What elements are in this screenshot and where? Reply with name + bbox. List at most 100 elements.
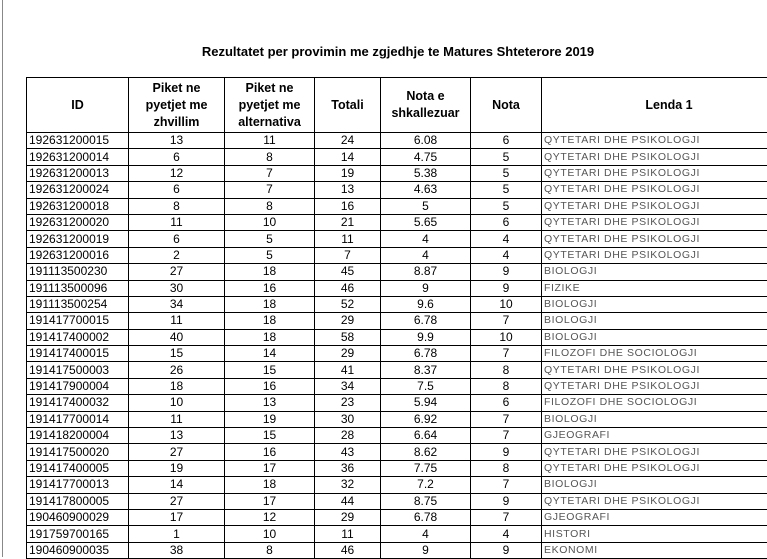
table-cell: 5 — [225, 231, 315, 247]
table-cell: 191417700015 — [27, 313, 129, 329]
table-cell: 7 — [471, 428, 542, 444]
table-cell: 5 — [471, 149, 542, 165]
table-cell: 8.75 — [381, 493, 471, 509]
table-cell: HISTORI — [542, 526, 767, 542]
table-cell: 8 — [471, 362, 542, 378]
table-cell: 34 — [129, 296, 225, 312]
table-cell: QYTETARI DHE PSIKOLOGJI — [542, 362, 767, 378]
table-cell: 192631200015 — [27, 133, 129, 149]
table-cell: 7 — [471, 346, 542, 362]
table-cell: 18 — [225, 477, 315, 493]
table-cell: 6.08 — [381, 133, 471, 149]
table-cell: 2 — [129, 247, 225, 263]
table-cell: QYTETARI DHE PSIKOLOGJI — [542, 182, 767, 198]
table-cell: 6 — [471, 133, 542, 149]
header-cell: Nota e shkallezuar — [381, 78, 471, 133]
table-cell: 5.65 — [381, 214, 471, 230]
table-cell: FILOZOFI DHE SOCIOLOGJI — [542, 346, 767, 362]
table-cell: 34 — [315, 378, 381, 394]
table-cell: GJEOGRAFI — [542, 428, 767, 444]
table-cell: QYTETARI DHE PSIKOLOGJI — [542, 247, 767, 263]
table-cell: 18 — [225, 264, 315, 280]
table-cell: 15 — [225, 428, 315, 444]
table-cell: 11 — [315, 231, 381, 247]
table-cell: QYTETARI DHE PSIKOLOGJI — [542, 214, 767, 230]
table-cell: 29 — [315, 346, 381, 362]
table-cell: 4 — [381, 526, 471, 542]
table-cell: 13 — [225, 395, 315, 411]
table-cell: 5 — [381, 198, 471, 214]
table-cell: 6 — [471, 395, 542, 411]
table-cell: 43 — [315, 444, 381, 460]
table-cell: 19 — [315, 165, 381, 181]
table-cell: 45 — [315, 264, 381, 280]
table-cell: 5 — [471, 165, 542, 181]
table-cell: 30 — [129, 280, 225, 296]
table-cell: 18 — [225, 313, 315, 329]
table-cell: 191417800005 — [27, 493, 129, 509]
table-cell: 7 — [225, 165, 315, 181]
table-cell: 36 — [315, 460, 381, 476]
table-cell: 32 — [315, 477, 381, 493]
table-cell: QYTETARI DHE PSIKOLOGJI — [542, 198, 767, 214]
table-cell: 191113500254 — [27, 296, 129, 312]
table-cell: 26 — [129, 362, 225, 378]
table-cell: BIOLOGJI — [542, 264, 767, 280]
header-cell: ID — [27, 78, 129, 133]
table-cell: 16 — [225, 280, 315, 296]
table-cell: 28 — [315, 428, 381, 444]
table-cell: 24 — [315, 133, 381, 149]
table-cell: 41 — [315, 362, 381, 378]
header-cell: Totali — [315, 78, 381, 133]
table-cell: QYTETARI DHE PSIKOLOGJI — [542, 493, 767, 509]
table-cell: 191113500096 — [27, 280, 129, 296]
table-cell: 6 — [471, 214, 542, 230]
table-cell: 16 — [315, 198, 381, 214]
table-cell: 27 — [129, 444, 225, 460]
table-cell: QYTETARI DHE PSIKOLOGJI — [542, 378, 767, 394]
table-cell: BIOLOGJI — [542, 296, 767, 312]
table-cell: 9 — [471, 542, 542, 558]
table-cell: 23 — [315, 395, 381, 411]
table-cell: 8 — [225, 198, 315, 214]
table-cell: 4 — [381, 247, 471, 263]
table-cell: 13 — [315, 182, 381, 198]
table-cell: 4 — [381, 231, 471, 247]
table-cell: 10 — [225, 214, 315, 230]
table-cell: 7.2 — [381, 477, 471, 493]
table-cell: 6 — [129, 149, 225, 165]
table-cell: 16 — [225, 444, 315, 460]
table-cell: 9 — [471, 280, 542, 296]
table-cell: 6.64 — [381, 428, 471, 444]
table-cell: 10 — [129, 395, 225, 411]
table-cell: 17 — [129, 509, 225, 525]
table-cell: 11 — [129, 214, 225, 230]
table-cell: 8 — [129, 198, 225, 214]
table-cell: 14 — [129, 477, 225, 493]
table-cell: 6 — [129, 231, 225, 247]
table-cell: 8.37 — [381, 362, 471, 378]
table-cell: 27 — [129, 493, 225, 509]
table-cell: 192631200019 — [27, 231, 129, 247]
table-cell: 5 — [471, 182, 542, 198]
table-cell: 9 — [471, 493, 542, 509]
table-cell: 4.63 — [381, 182, 471, 198]
table-cell: 9.9 — [381, 329, 471, 345]
table-cell: 12 — [129, 165, 225, 181]
header-cell: Piket ne pyetjet me alternativa — [225, 78, 315, 133]
table-cell: 52 — [315, 296, 381, 312]
